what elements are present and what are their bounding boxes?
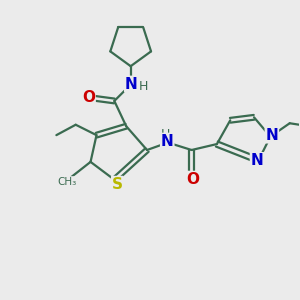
Text: N: N <box>125 76 138 92</box>
Text: N: N <box>250 153 263 168</box>
Text: S: S <box>112 177 123 192</box>
Text: O: O <box>82 90 95 105</box>
Text: H: H <box>139 80 148 94</box>
Text: O: O <box>187 172 200 187</box>
Text: N: N <box>161 134 174 148</box>
Text: N: N <box>266 128 278 142</box>
Text: CH₃: CH₃ <box>57 177 76 187</box>
Text: H: H <box>161 128 170 141</box>
